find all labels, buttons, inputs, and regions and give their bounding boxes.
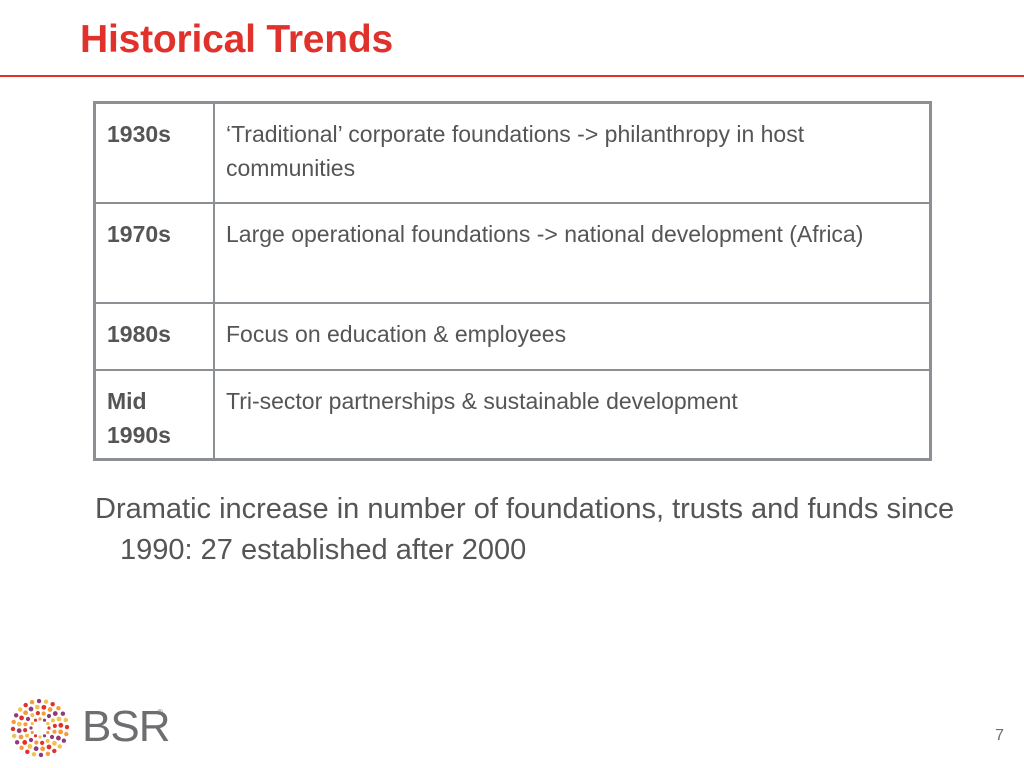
logo-dot [14, 740, 20, 745]
logo-dot [33, 718, 38, 722]
logo-dot [42, 734, 47, 738]
logo-dot [43, 699, 49, 704]
logo-dot [45, 738, 50, 743]
logo-dot [56, 735, 61, 741]
logo-dot [29, 699, 35, 705]
logo-dot [40, 740, 45, 745]
bsr-starburst-icon [10, 698, 70, 758]
logo-dot [23, 728, 28, 733]
logo-dot [63, 717, 69, 723]
table-row: 1930s ‘Traditional’ corporate foundation… [93, 101, 932, 204]
logo-dot [49, 734, 55, 740]
logo-dot [41, 704, 47, 710]
logo-dot [18, 707, 23, 712]
logo-dot [56, 706, 61, 711]
logo-dot [35, 711, 40, 716]
logo-dot [52, 748, 57, 754]
logo-dot [27, 744, 33, 749]
description-cell: Large operational foundations -> nationa… [213, 202, 932, 304]
description-cell: Tri-sector partnerships & sustainable de… [213, 369, 932, 461]
logo-dot [58, 722, 64, 728]
summary-bullet: Dramatic increase in number of foundatio… [95, 493, 955, 566]
logo-dot [57, 744, 62, 749]
logo-dot [47, 726, 51, 730]
logo-dot [64, 731, 69, 737]
logo-dot [36, 698, 42, 704]
era-cell: 1930s [93, 101, 215, 204]
logo-dot [60, 711, 66, 716]
logo-dot [61, 738, 67, 743]
table-row: 1970s Large operational foundations -> n… [93, 202, 932, 304]
logo-dot [18, 734, 24, 740]
bsr-logo: BSR ® [9, 698, 170, 760]
era-cell: Mid 1990s [93, 369, 215, 461]
description-cell: Focus on education & employees [213, 302, 932, 371]
logo-dot [23, 710, 28, 716]
era-cell: 1980s [93, 302, 215, 371]
registered-mark: ® [157, 708, 163, 717]
logo-dot [50, 701, 55, 707]
logo-dot [34, 740, 39, 745]
logo-dot [58, 729, 64, 735]
table-row: 1980s Focus on education & employees [93, 302, 932, 371]
logo-dot [10, 726, 16, 732]
logo-dot [30, 713, 35, 718]
logo-dot [52, 740, 57, 746]
logo-dot [31, 752, 37, 757]
logo-dot [29, 726, 33, 730]
logo-dot [19, 745, 24, 750]
slide-title: Historical Trends [80, 18, 394, 61]
logo-dot [30, 721, 34, 726]
logo-dot [25, 749, 30, 755]
logo-wordmark: BSR [82, 702, 170, 751]
historical-trends-table: 1930s ‘Traditional’ corporate foundation… [93, 101, 932, 461]
description-cell: ‘Traditional’ corporate foundations -> p… [213, 101, 932, 204]
logo-dot [28, 706, 34, 712]
logo-dot [30, 730, 34, 735]
logo-dot [19, 715, 24, 721]
logo-dot [28, 737, 34, 743]
logo-dot [56, 716, 62, 722]
logo-dot [52, 723, 57, 728]
logo-dot [11, 733, 17, 739]
logo-dot [33, 734, 38, 738]
page-number: 7 [995, 727, 1004, 744]
logo-dot [23, 702, 28, 708]
title-divider [0, 75, 1024, 77]
logo-dot [23, 722, 28, 727]
logo-dot [47, 707, 53, 712]
logo-dot [50, 718, 56, 723]
logo-dot [38, 717, 42, 721]
logo-dot [38, 735, 42, 739]
logo-dot [16, 728, 22, 734]
logo-dot [42, 718, 47, 722]
logo-dot [46, 721, 50, 726]
logo-dot [11, 719, 16, 725]
logo-dot [41, 711, 46, 716]
logo-dot [16, 721, 22, 727]
logo-dot [13, 713, 19, 718]
logo-dot [52, 711, 58, 716]
logo-dot [38, 752, 44, 758]
logo-dot [25, 716, 31, 722]
logo-dot [46, 730, 50, 735]
logo-dot [46, 713, 52, 719]
logo-dot [52, 729, 57, 734]
logo-dot [45, 751, 51, 757]
logo-dot [25, 733, 30, 738]
table-row: Mid 1990s Tri-sector partnerships & sust… [93, 369, 932, 461]
logo-dot [22, 740, 28, 745]
logo-dot [33, 746, 39, 752]
logo-dot [34, 704, 40, 710]
era-cell: 1970s [93, 202, 215, 304]
logo-dot [64, 724, 70, 730]
logo-dot [40, 746, 46, 752]
logo-dot [46, 744, 52, 750]
